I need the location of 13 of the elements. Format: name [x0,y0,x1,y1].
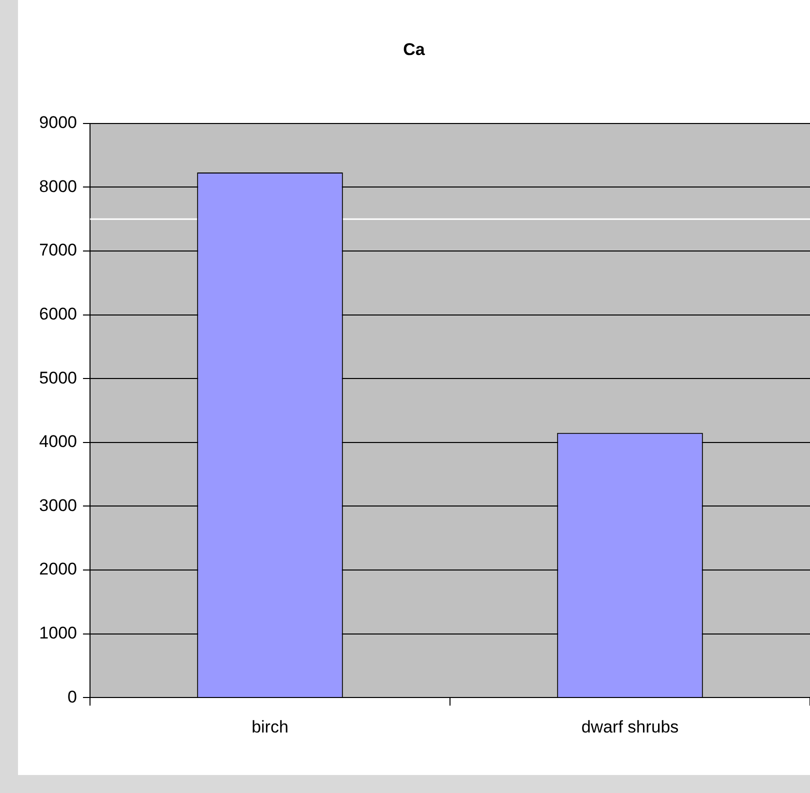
chart-title: Ca [403,40,426,59]
y-tick-label: 0 [68,687,77,706]
y-tick-label: 4000 [39,432,77,452]
y-tick-label: 7000 [39,240,77,260]
y-tick-label: 2000 [39,560,77,579]
x-tick-label: birch [252,717,288,736]
x-tick-label: dwarf shrubs [581,717,679,736]
y-tick-label: 6000 [39,304,77,324]
y-tick-label: 5000 [39,368,77,388]
y-tick-label: 8000 [39,176,77,196]
y-tick-label: 1000 [39,623,77,642]
y-tick-label: 3000 [39,496,77,515]
y-tick-label: 9000 [39,113,77,132]
